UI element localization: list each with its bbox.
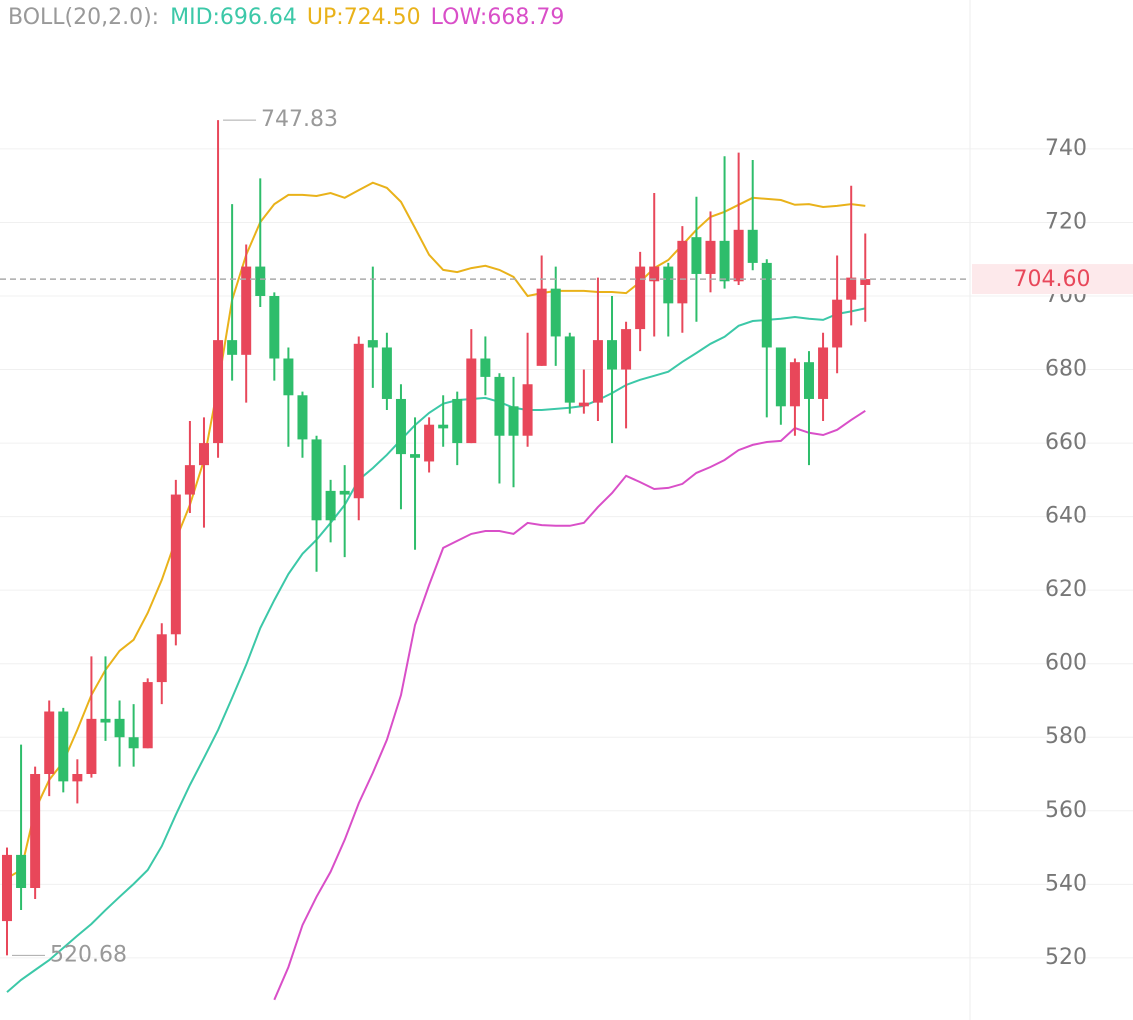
candle-body — [578, 402, 589, 407]
candle-body — [410, 454, 421, 458]
candle-body — [677, 240, 688, 304]
candle-body — [733, 229, 744, 282]
legend-entry: UP:724.50 — [307, 5, 421, 30]
candle-body — [198, 443, 209, 466]
candle-body — [747, 229, 758, 263]
candle-body — [114, 718, 125, 738]
grid — [0, 148, 1133, 959]
low-marker-label: 520.68 — [50, 942, 127, 967]
legend-entry: LOW:668.79 — [431, 5, 565, 30]
candle-body — [621, 329, 632, 370]
candle-body — [381, 347, 392, 399]
candle-body — [480, 358, 491, 377]
candle-body — [508, 406, 519, 436]
candle-body — [550, 288, 561, 337]
candle-body — [438, 424, 449, 429]
candle-body — [818, 347, 829, 399]
candle-body — [128, 737, 139, 749]
candle-body — [2, 854, 12, 922]
y-tick-label: 720 — [1045, 209, 1087, 234]
candle-body — [30, 774, 41, 888]
candle-body — [761, 262, 772, 348]
candle-body — [325, 490, 336, 521]
candle-body — [156, 634, 167, 683]
candle-body — [860, 279, 871, 285]
candle-body — [719, 240, 730, 282]
legend: BOLL(20,2.0): MID:696.64 UP:724.50 LOW:668… — [8, 5, 564, 30]
candle-body — [846, 277, 857, 300]
candle-body — [142, 682, 153, 749]
candle-body — [241, 266, 252, 355]
y-tick-label: 620 — [1045, 577, 1087, 602]
candle-body — [255, 266, 266, 296]
candle-body — [452, 398, 463, 444]
candle-body — [367, 340, 378, 348]
y-tick-label: 520 — [1045, 945, 1087, 970]
high-marker-label: 747.83 — [261, 107, 338, 132]
candle-body — [100, 718, 111, 723]
candle-body — [649, 266, 660, 282]
candle-body — [789, 362, 800, 407]
candle-body — [607, 340, 618, 370]
candle-body — [775, 347, 786, 407]
candle-body — [494, 376, 505, 436]
candle-body — [16, 854, 27, 888]
candle-body — [592, 340, 603, 403]
candle-body — [297, 395, 308, 440]
candle-body — [803, 362, 814, 399]
candle-body — [832, 299, 843, 348]
band-line — [6, 307, 866, 993]
indicator-label: BOLL(20,2.0): — [8, 5, 159, 30]
y-tick-label: 560 — [1045, 798, 1087, 823]
last-price-label: 704.60 — [1014, 267, 1091, 292]
candle-body — [58, 711, 69, 782]
y-tick-label: 600 — [1045, 651, 1087, 676]
candle-body — [213, 340, 224, 444]
candle-body — [536, 288, 547, 366]
candle-body — [339, 490, 350, 495]
y-tick-label: 740 — [1045, 136, 1087, 161]
candle-body — [311, 439, 322, 521]
candle-body — [353, 343, 364, 499]
candle-body — [44, 711, 55, 775]
candle-body — [86, 718, 97, 775]
band-line — [6, 181, 866, 879]
candle-body — [227, 340, 238, 355]
candle-body — [184, 465, 195, 495]
candle-body — [635, 266, 646, 330]
candle-body — [72, 774, 83, 782]
candle-body — [466, 358, 477, 444]
candle-body — [395, 398, 406, 455]
plot-area — [2, 120, 871, 1001]
candle-body — [522, 384, 533, 436]
y-tick-label: 640 — [1045, 504, 1087, 529]
last-price-tag — [972, 264, 1133, 295]
candle-body — [705, 240, 716, 274]
y-tick-label: 580 — [1045, 724, 1087, 749]
candle-body — [283, 358, 294, 396]
candle-body — [691, 237, 702, 274]
candle-body — [170, 494, 181, 635]
y-tick-label: 680 — [1045, 357, 1087, 382]
band-line — [273, 409, 866, 1001]
y-tick-label: 660 — [1045, 430, 1087, 455]
candle-body — [564, 336, 575, 403]
y-tick-label: 540 — [1045, 871, 1087, 896]
candle-body — [663, 266, 674, 304]
candle-body — [424, 424, 435, 462]
candle-body — [269, 295, 280, 359]
legend-entry: MID:696.64 — [170, 5, 297, 30]
